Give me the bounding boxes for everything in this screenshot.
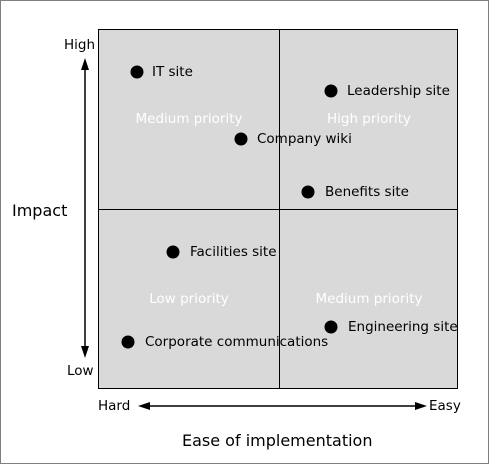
y-axis-arrowhead-up bbox=[81, 58, 89, 70]
x-axis-arrowhead-left bbox=[138, 402, 150, 410]
y-axis-arrowhead-down bbox=[81, 346, 89, 358]
point-label-it-site: IT site bbox=[152, 64, 193, 80]
y-axis-high-label: High bbox=[64, 37, 96, 53]
point-label-benefits-site: Benefits site bbox=[325, 184, 409, 200]
x-axis-low-label: Hard bbox=[98, 398, 131, 414]
quadrant-label-top-left: Medium priority bbox=[135, 111, 243, 127]
point-marker-leadership-site bbox=[324, 84, 338, 98]
point-marker-engineering-site bbox=[324, 320, 338, 334]
x-axis-high-label: Easy bbox=[429, 398, 461, 414]
quadrant-label-bottom-right: Medium priority bbox=[315, 291, 423, 307]
y-axis-title: Impact bbox=[12, 201, 68, 220]
quadrant-label-bottom-left: Low priority bbox=[149, 291, 229, 307]
y-axis-low-label: Low bbox=[67, 363, 94, 379]
point-marker-benefits-site bbox=[301, 185, 315, 199]
quadrant-label-top-right: High priority bbox=[326, 111, 412, 127]
point-label-corporate-communications: Corporate communications bbox=[145, 334, 329, 350]
point-label-leadership-site: Leadership site bbox=[347, 83, 450, 99]
point-marker-it-site bbox=[130, 65, 144, 79]
point-label-facilities-site: Facilities site bbox=[190, 244, 277, 260]
x-axis-arrowhead-right bbox=[415, 402, 427, 410]
x-axis-title: Ease of implementation bbox=[182, 431, 373, 450]
point-marker-corporate-communications bbox=[121, 335, 135, 349]
point-label-company-wiki: Company wiki bbox=[257, 131, 352, 147]
point-marker-company-wiki bbox=[234, 132, 248, 146]
point-label-engineering-site: Engineering site bbox=[348, 319, 458, 335]
point-marker-facilities-site bbox=[166, 245, 180, 259]
matrix-horizontal-divider bbox=[98, 209, 458, 210]
